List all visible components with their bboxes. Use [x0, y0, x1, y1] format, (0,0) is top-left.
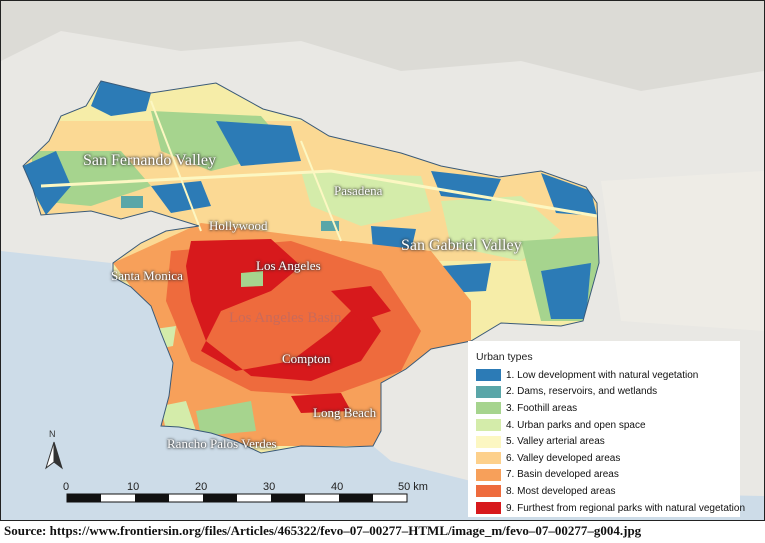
city-label-santa-monica: Santa Monica — [111, 268, 183, 283]
north-arrow-label: N — [49, 429, 56, 439]
mountain-range — [1, 1, 764, 91]
legend: Urban types 1. Low development with natu… — [468, 341, 745, 517]
legend-items: 1. Low development with natural vegetati… — [476, 367, 745, 517]
city-label-pasadena: Pasadena — [334, 183, 383, 198]
scale-tick-label: 40 — [331, 481, 344, 493]
legend-swatch — [476, 452, 501, 465]
scale-tick-label: 0 — [63, 481, 70, 493]
legend-label: 8. Most developed areas — [506, 485, 616, 497]
legend-item: 6. Valley developed areas — [476, 450, 732, 467]
legend-swatch — [476, 435, 501, 448]
city-label-long-beach: Long Beach — [313, 405, 377, 420]
legend-label: 7. Basin developed areas — [506, 469, 619, 481]
legend-label: 9. Furthest from regional parks with nat… — [506, 502, 746, 514]
legend-label: 1. Low development with natural vegetati… — [506, 369, 699, 381]
city-label-compton: Compton — [282, 351, 331, 366]
scale-tick-label: 50 km — [398, 481, 428, 493]
legend-swatch — [476, 369, 501, 382]
scale-tick-label: 20 — [195, 481, 208, 493]
legend-item: 3. Foothill areas — [476, 400, 732, 417]
legend-item: 7. Basin developed areas — [476, 467, 732, 484]
legend-swatch — [476, 385, 501, 398]
legend-swatch — [476, 402, 501, 415]
source-caption: Source: https://www.frontiersin.org/file… — [4, 523, 642, 538]
map-canvas — [1, 1, 764, 520]
scale-bar — [66, 493, 408, 503]
city-label-san-gabriel-valley: San Gabriel Valley — [401, 237, 522, 254]
inland-region — [601, 171, 764, 331]
legend-item: 9. Furthest from regional parks with nat… — [476, 500, 745, 517]
city-label-rancho-palos-verdes: Rancho Palos Verdes — [167, 436, 277, 451]
ocean — [1, 251, 764, 520]
legend-swatch — [476, 485, 501, 498]
legend-label: 3. Foothill areas — [506, 402, 578, 414]
county-boundary — [22, 80, 600, 454]
city-label-san-fernando-valley: San Fernando Valley — [83, 152, 217, 169]
legend-item: 1. Low development with natural vegetati… — [476, 367, 732, 384]
legend-title: Urban types — [476, 351, 533, 363]
legend-label: 6. Valley developed areas — [506, 452, 621, 464]
legend-swatch — [476, 468, 501, 481]
legend-label: 4. Urban parks and open space — [506, 419, 646, 431]
legend-label: 2. Dams, reservoirs, and wetlands — [506, 386, 658, 398]
legend-item: 2. Dams, reservoirs, and wetlands — [476, 384, 732, 401]
city-label-los-angeles-basin: Los Angeles Basin — [229, 310, 342, 326]
city-label-hollywood: Hollywood — [209, 218, 268, 233]
legend-swatch — [476, 419, 501, 432]
legend-item: 4. Urban parks and open space — [476, 417, 732, 434]
city-label-los-angeles: Los Angeles — [256, 258, 321, 273]
scale-tick-label: 10 — [127, 481, 140, 493]
legend-swatch — [476, 502, 501, 515]
map-frame: San Fernando Valley Pasadena Hollywood S… — [0, 0, 765, 521]
north-arrow — [45, 441, 63, 470]
legend-item: 8. Most developed areas — [476, 483, 732, 500]
legend-item: 5. Valley arterial areas — [476, 433, 732, 450]
scale-tick-label: 30 — [263, 481, 276, 493]
legend-label: 5. Valley arterial areas — [506, 436, 605, 448]
